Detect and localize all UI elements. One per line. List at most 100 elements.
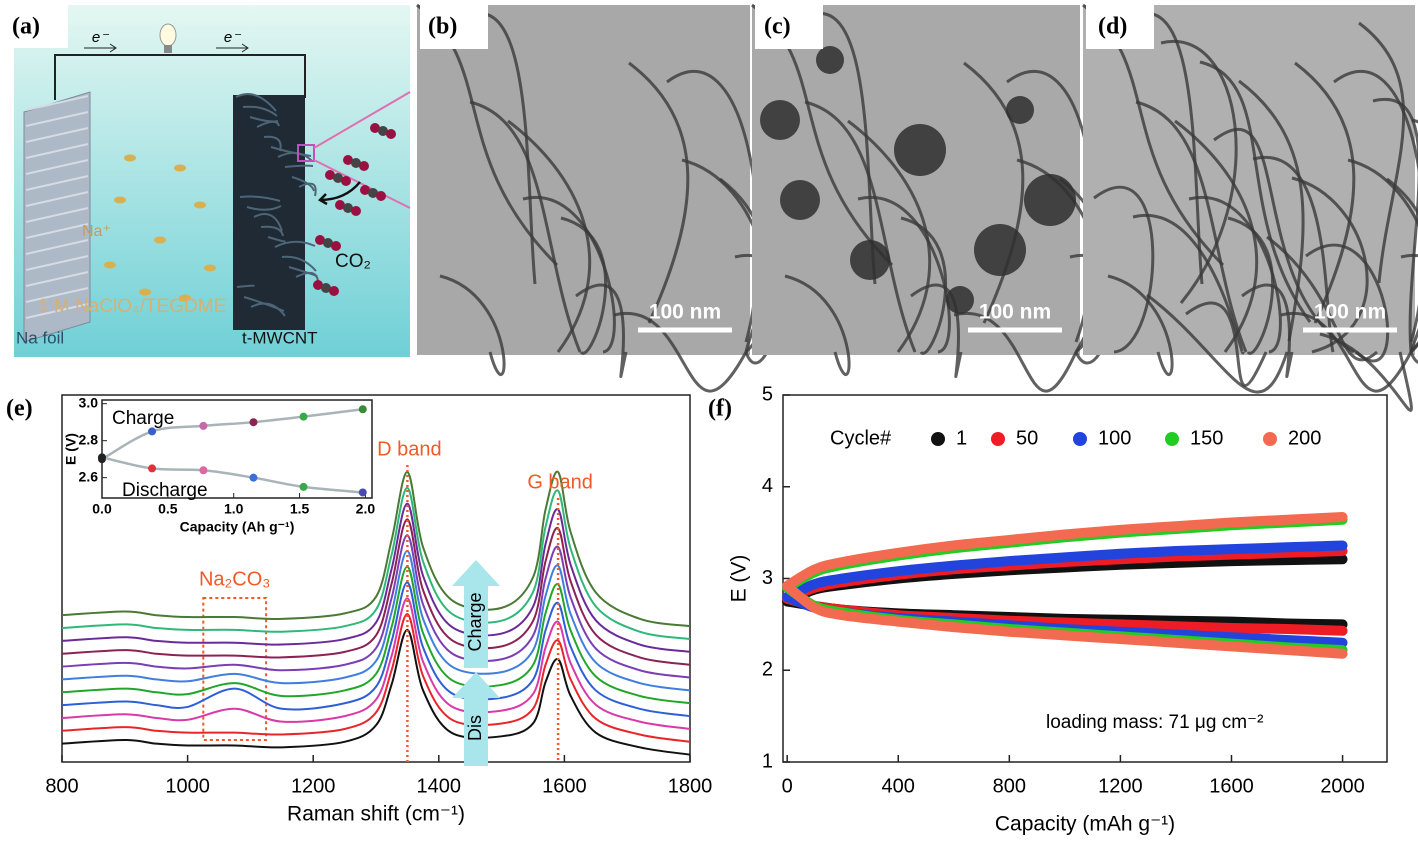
nanotube bbox=[274, 240, 316, 248]
legend-label: 50 bbox=[1016, 427, 1038, 449]
sodium-ion bbox=[124, 154, 136, 162]
inset-line bbox=[101, 456, 363, 494]
nanotube bbox=[236, 284, 255, 288]
x-tick-label: 800 bbox=[45, 775, 78, 797]
nanotube bbox=[242, 105, 278, 117]
legend-label: 100 bbox=[1098, 427, 1131, 449]
nanotube bbox=[1185, 301, 1268, 387]
nanotube bbox=[1386, 177, 1418, 353]
foil-texture bbox=[25, 159, 89, 175]
spectrum bbox=[61, 628, 691, 756]
x-tick-label: 1400 bbox=[417, 775, 462, 797]
inset-point bbox=[199, 466, 208, 475]
x-axis-label: Capacity (Ah g⁻¹) bbox=[180, 519, 295, 535]
arrow-label: Dis bbox=[465, 715, 485, 741]
foil-texture bbox=[25, 207, 89, 223]
legend-label: 200 bbox=[1288, 427, 1321, 449]
nanotube bbox=[963, 61, 1025, 324]
sodium-ion bbox=[174, 164, 186, 172]
x-tick-label: 1200 bbox=[291, 775, 336, 797]
particle-cluster bbox=[1024, 174, 1076, 226]
foil-texture bbox=[25, 223, 89, 239]
nanotube bbox=[235, 93, 277, 112]
process-arrow bbox=[452, 560, 500, 668]
co2-atom bbox=[351, 206, 361, 216]
particle-cluster bbox=[1006, 96, 1034, 124]
x-tick-label: 0.5 bbox=[158, 501, 178, 517]
legend-marker bbox=[931, 432, 945, 446]
electrolyte-label: 1 M NaClO₄/TEGDME bbox=[38, 296, 226, 317]
co2-atom bbox=[313, 280, 323, 290]
panel-label: (c) bbox=[764, 14, 791, 40]
x-tick-label: 2.0 bbox=[356, 501, 376, 517]
co2-atom bbox=[323, 238, 333, 248]
x-tick-label: 1800 bbox=[668, 775, 713, 797]
spectrum bbox=[61, 549, 691, 692]
x-tick-label: 1600 bbox=[542, 775, 587, 797]
nanotube bbox=[613, 311, 748, 393]
legend-marker bbox=[1073, 432, 1087, 446]
sodium-ion bbox=[114, 196, 126, 204]
x-tick-label: 2000 bbox=[1320, 775, 1365, 797]
label-box bbox=[420, 5, 488, 49]
nanotube bbox=[1213, 127, 1355, 354]
spectrum bbox=[61, 534, 691, 679]
co2-atom bbox=[359, 161, 369, 171]
gas-label: CO₂ bbox=[335, 251, 371, 272]
nanotube bbox=[1291, 176, 1369, 354]
nanotube bbox=[284, 164, 314, 168]
micrograph bbox=[417, 5, 750, 355]
discharge-curve bbox=[782, 580, 1348, 659]
co2-atom bbox=[329, 286, 339, 296]
nanotube bbox=[246, 205, 282, 211]
legend-marker bbox=[991, 432, 1005, 446]
nanotube bbox=[439, 274, 506, 377]
nanotube bbox=[281, 255, 317, 272]
y-tick-label: 3.0 bbox=[79, 394, 99, 410]
legend-marker bbox=[1165, 432, 1179, 446]
particle-cluster bbox=[894, 124, 946, 176]
y-axis-label: E (V) bbox=[728, 555, 751, 603]
x-tick-label: 0.0 bbox=[92, 501, 112, 517]
sodium-ion bbox=[179, 294, 191, 302]
inset-line bbox=[101, 408, 363, 461]
nanotube bbox=[249, 116, 279, 123]
y-tick-label: 2.8 bbox=[79, 431, 99, 447]
nanotube bbox=[298, 182, 317, 197]
zoom-lines bbox=[313, 91, 411, 209]
nanotube bbox=[1372, 97, 1418, 353]
nanotube bbox=[1305, 243, 1390, 363]
co2-atom bbox=[325, 170, 335, 180]
spectrum bbox=[61, 613, 691, 743]
x-axis-label: Raman shift (cm⁻¹) bbox=[287, 803, 465, 826]
nanotube bbox=[1132, 213, 1245, 355]
electron-label: e⁻ bbox=[224, 29, 241, 46]
foil-texture bbox=[25, 271, 89, 287]
legend-label: 1 bbox=[956, 427, 967, 449]
inset-point bbox=[299, 412, 308, 421]
spectrum bbox=[61, 565, 691, 705]
cathode bbox=[233, 95, 305, 330]
micrograph bbox=[752, 5, 1080, 355]
series-label: Charge bbox=[112, 408, 174, 429]
micrograph bbox=[1083, 5, 1415, 355]
y-tick-label: 1 bbox=[762, 750, 773, 772]
nanotube bbox=[260, 225, 284, 237]
nanotube bbox=[1333, 70, 1418, 343]
x-tick-label: 1.5 bbox=[290, 501, 310, 517]
sodium-ion bbox=[194, 201, 206, 209]
annotation: loading mass: 71 μg cm⁻² bbox=[1046, 712, 1263, 733]
co2-atom bbox=[341, 176, 351, 186]
scale-bar-label: 100 nm bbox=[649, 301, 721, 324]
sodium-ion bbox=[154, 236, 166, 244]
sodium-ion bbox=[204, 264, 216, 272]
inset-point bbox=[299, 482, 308, 491]
particle-cluster bbox=[760, 100, 800, 140]
co2-atom bbox=[360, 185, 370, 195]
electron-arrow bbox=[216, 43, 249, 53]
nanotube bbox=[256, 120, 280, 128]
co2-atom bbox=[351, 158, 361, 168]
nanotube bbox=[628, 61, 690, 324]
label-box bbox=[0, 0, 68, 48]
